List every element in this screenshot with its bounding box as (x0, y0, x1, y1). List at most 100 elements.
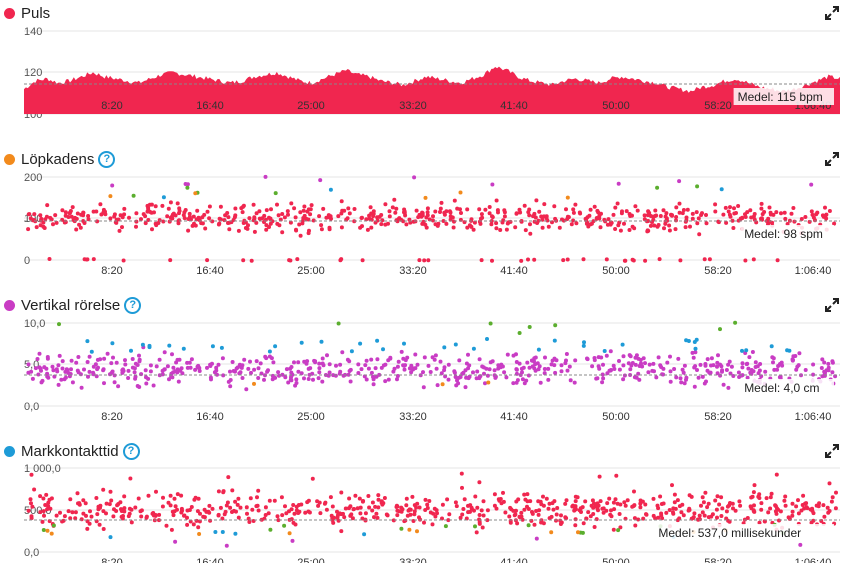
data-point (558, 522, 563, 526)
data-point (422, 520, 426, 525)
data-point (430, 522, 435, 527)
data-point (823, 205, 827, 210)
expand-icon[interactable] (825, 444, 839, 458)
data-point (43, 503, 48, 507)
data-point (773, 503, 778, 508)
data-point (540, 225, 545, 230)
data-point (206, 509, 211, 514)
data-point (376, 497, 381, 502)
data-point (330, 518, 335, 522)
data-point (268, 217, 273, 222)
data-point (294, 508, 299, 513)
data-point (627, 353, 632, 358)
data-point (438, 210, 442, 214)
data-point (460, 485, 464, 490)
data-point (690, 216, 695, 221)
data-point (790, 509, 795, 514)
data-point (139, 217, 143, 222)
help-icon[interactable]: ? (122, 442, 140, 460)
data-point (81, 498, 86, 503)
expand-icon[interactable] (825, 152, 839, 166)
data-point (417, 258, 422, 263)
data-point (504, 227, 509, 232)
data-point (652, 223, 657, 228)
data-point (392, 366, 397, 371)
data-point (567, 364, 572, 369)
data-point (81, 210, 86, 215)
expand-icon[interactable] (825, 6, 839, 20)
data-point (82, 257, 87, 262)
data-point (147, 343, 152, 348)
data-point (779, 211, 783, 216)
data-point (145, 203, 150, 208)
data-point (320, 379, 325, 384)
data-point (283, 504, 287, 509)
x-tick-label: 33:20 (399, 265, 427, 277)
expand-icon[interactable] (825, 298, 839, 312)
data-point (397, 216, 402, 221)
x-tick-label: 50:00 (602, 557, 630, 563)
data-point (673, 506, 678, 511)
data-point (98, 357, 103, 362)
data-point (339, 199, 344, 204)
data-point (235, 502, 240, 507)
data-point (614, 473, 619, 478)
data-point (684, 215, 689, 220)
data-point (473, 524, 477, 529)
help-icon[interactable]: ? (98, 150, 116, 168)
data-point (527, 213, 532, 218)
data-point (360, 215, 364, 220)
data-point (167, 219, 172, 224)
data-point (116, 384, 121, 389)
data-point (485, 518, 490, 523)
data-point (713, 209, 718, 214)
data-point (42, 513, 46, 518)
data-point (652, 369, 656, 374)
x-tick-label: 16:40 (196, 100, 224, 112)
data-point (771, 356, 776, 361)
data-point (412, 512, 417, 517)
data-point (280, 212, 285, 216)
help-icon[interactable]: ? (124, 296, 142, 314)
data-point (102, 356, 107, 361)
data-point (733, 508, 738, 513)
data-point (135, 363, 140, 367)
data-point (546, 506, 551, 511)
data-point (303, 510, 308, 515)
series-color-dot (4, 445, 15, 457)
data-point (479, 508, 484, 513)
data-point (664, 510, 669, 515)
data-point (663, 214, 668, 219)
data-point (70, 205, 75, 210)
data-point (35, 357, 40, 361)
data-point (68, 516, 73, 521)
data-point (620, 342, 625, 347)
data-point (327, 370, 332, 375)
data-point (485, 508, 490, 513)
data-point (26, 227, 31, 232)
data-point (54, 220, 59, 225)
data-point (719, 495, 724, 500)
data-point (205, 258, 210, 263)
data-point (643, 258, 648, 263)
panel-lopkadens: Löpkadens ? 20010008:2016:4025:0033:2041… (0, 146, 847, 292)
data-point (306, 498, 311, 503)
data-point (695, 184, 700, 189)
data-point (160, 372, 165, 377)
y-tick-label: 0,0 (24, 547, 39, 559)
data-point (583, 499, 588, 504)
data-point (726, 362, 731, 367)
data-point (628, 214, 633, 218)
data-point (693, 364, 698, 369)
data-point (721, 382, 726, 387)
data-point (617, 512, 622, 516)
data-point (471, 370, 475, 375)
data-point (135, 384, 140, 388)
data-point (414, 208, 419, 213)
data-point (490, 214, 494, 219)
data-point (759, 216, 764, 221)
data-point (706, 515, 711, 520)
data-point (319, 223, 324, 228)
data-point (493, 375, 498, 380)
data-point (756, 494, 761, 499)
